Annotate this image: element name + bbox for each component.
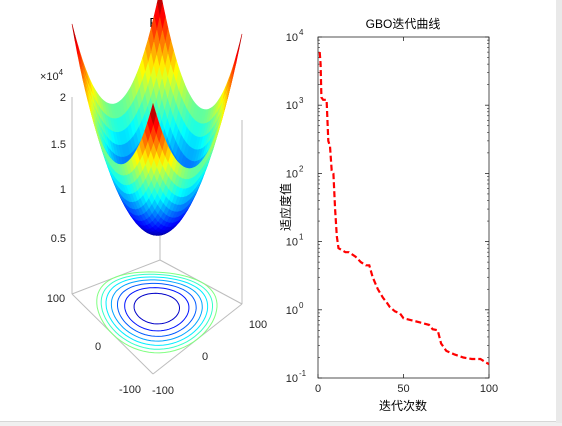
contour-line xyxy=(134,293,179,324)
y-tick-label: 10 xyxy=(286,305,298,317)
surface-mesh xyxy=(72,0,242,235)
y-tick-label: 10 xyxy=(286,32,298,44)
plots-svg: F6 ×104 0.5 xyxy=(0,0,556,421)
plot-area xyxy=(318,37,489,378)
y-tick-exponent: -1 xyxy=(299,369,307,378)
x-tick-label: -100 xyxy=(119,384,141,396)
contour-projection xyxy=(97,272,217,353)
y-tick-label: 10 xyxy=(286,237,298,249)
convergence-title: GBO迭代曲线 xyxy=(366,17,441,31)
z-tick-label: 1 xyxy=(60,184,66,196)
y-tick-exponent: 3 xyxy=(299,96,304,105)
y-tick-label: 10 xyxy=(286,168,298,180)
window-edge xyxy=(556,0,562,423)
exponent-label: ×104 xyxy=(40,68,64,83)
y-tick-label: 10 xyxy=(286,373,298,385)
x-axis-label: 迭代次数 xyxy=(379,398,427,413)
z-tick-label: 0.5 xyxy=(51,233,66,245)
x-tick-label: 0 xyxy=(95,341,101,353)
z-tick-label: 2 xyxy=(60,92,66,104)
z-tick-label: 1.5 xyxy=(51,139,66,151)
x-tick-label: 100 xyxy=(480,383,498,395)
exponent-power: 4 xyxy=(59,68,64,77)
surface-plot: F6 ×104 0.5 xyxy=(40,0,267,397)
y-tick-exponent: 1 xyxy=(299,233,304,242)
y-tick-exponent: 2 xyxy=(299,164,304,173)
y-tick-exponent: 4 xyxy=(299,28,304,37)
contour-line xyxy=(118,283,197,336)
x-tick-labels: 0 50 100 xyxy=(315,383,498,395)
y-tick-labels: -100 0 100 xyxy=(152,319,267,397)
y-tick-label: -100 xyxy=(152,385,174,397)
y-tick-exponent: 0 xyxy=(299,301,304,310)
x-tick-label: 0 xyxy=(315,383,321,395)
y-tick-label: 0 xyxy=(202,351,208,363)
x-tick-label: 100 xyxy=(47,293,65,305)
z-tick-labels: 0.5 1 1.5 2 xyxy=(51,92,66,245)
y-tick-label: 10 xyxy=(286,100,298,112)
y-axis-label: 适应度值 xyxy=(278,183,293,231)
x-tick-label: 50 xyxy=(397,383,409,395)
y-tick-label: 100 xyxy=(249,319,267,331)
